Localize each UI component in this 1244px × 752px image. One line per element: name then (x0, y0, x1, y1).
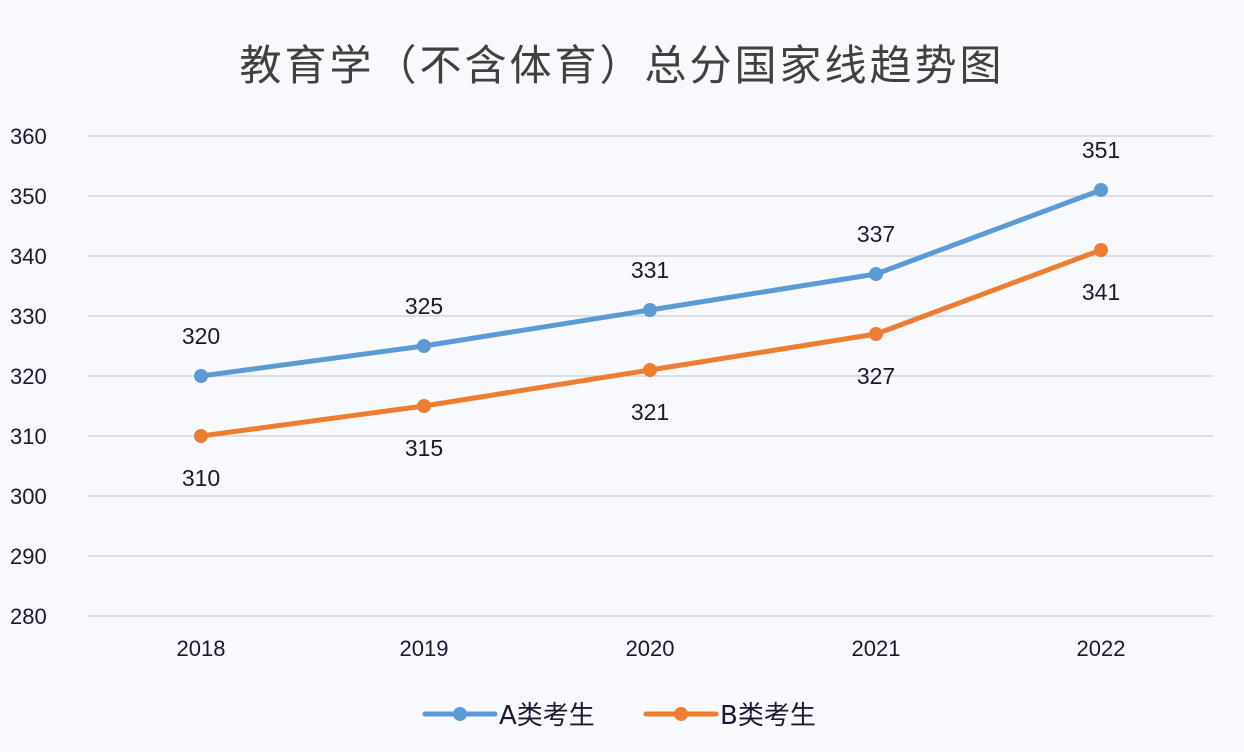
legend: A类考生 B类考生 (422, 701, 816, 731)
y-tick-label: 340 (10, 244, 47, 269)
data-point (194, 429, 208, 443)
data-point (1094, 243, 1108, 257)
data-point (1094, 183, 1108, 197)
data-point (869, 327, 883, 341)
y-tick-label: 290 (10, 544, 47, 569)
series-group: 320 325 331 337 351 310 315 321 327 341 (182, 137, 1120, 491)
y-tick-label: 310 (10, 424, 47, 449)
chart-title: 教育学（不含体育）总分国家线趋势图 (239, 41, 1004, 90)
y-tick-label: 350 (10, 184, 47, 209)
data-point (194, 369, 208, 383)
legend-label: B类考生 (720, 701, 816, 731)
x-tick-label: 2018 (177, 636, 226, 661)
x-axis: 2018 2019 2020 2021 2022 (177, 636, 1126, 661)
data-point (417, 399, 431, 413)
data-point (643, 303, 657, 317)
legend-label: A类考生 (499, 701, 595, 731)
data-label: 351 (1082, 137, 1120, 163)
data-label: 341 (1082, 279, 1120, 305)
y-tick-label: 360 (10, 124, 47, 149)
y-tick-label: 330 (10, 304, 47, 329)
legend-marker-icon (453, 707, 467, 721)
legend-marker-icon (674, 707, 688, 721)
series-a: 320 325 331 337 351 (182, 137, 1120, 383)
data-point (417, 339, 431, 353)
x-tick-label: 2022 (1077, 636, 1126, 661)
y-axis: 280 290 300 310 320 330 340 350 360 (10, 124, 47, 629)
data-label: 325 (405, 293, 443, 319)
x-tick-label: 2019 (400, 636, 449, 661)
data-label: 321 (631, 399, 669, 425)
legend-item-b: B类考生 (643, 701, 816, 731)
y-tick-label: 280 (10, 604, 47, 629)
data-label: 331 (631, 257, 669, 283)
series-line (198, 187, 1104, 379)
data-label: 337 (857, 221, 895, 247)
legend-item-a: A类考生 (422, 701, 595, 731)
series-b: 310 315 321 327 341 (182, 243, 1120, 491)
data-label: 315 (405, 435, 443, 461)
x-tick-label: 2021 (852, 636, 901, 661)
data-label: 320 (182, 323, 220, 349)
data-label: 327 (857, 363, 895, 389)
data-point (869, 267, 883, 281)
data-point (643, 363, 657, 377)
data-label: 310 (182, 465, 220, 491)
x-tick-label: 2020 (626, 636, 675, 661)
y-tick-label: 320 (10, 364, 47, 389)
y-tick-label: 300 (10, 484, 47, 509)
